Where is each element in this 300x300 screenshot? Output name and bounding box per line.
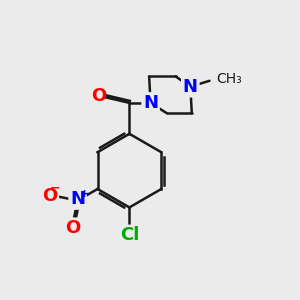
Text: O: O <box>42 187 57 205</box>
Text: +: + <box>80 189 89 199</box>
Text: N: N <box>143 94 158 112</box>
Text: −: − <box>50 181 61 194</box>
Text: N: N <box>70 190 85 208</box>
Text: Cl: Cl <box>120 226 139 244</box>
Text: N: N <box>183 78 198 96</box>
Text: CH₃: CH₃ <box>216 72 242 86</box>
Text: O: O <box>92 86 107 104</box>
Text: O: O <box>66 219 81 237</box>
